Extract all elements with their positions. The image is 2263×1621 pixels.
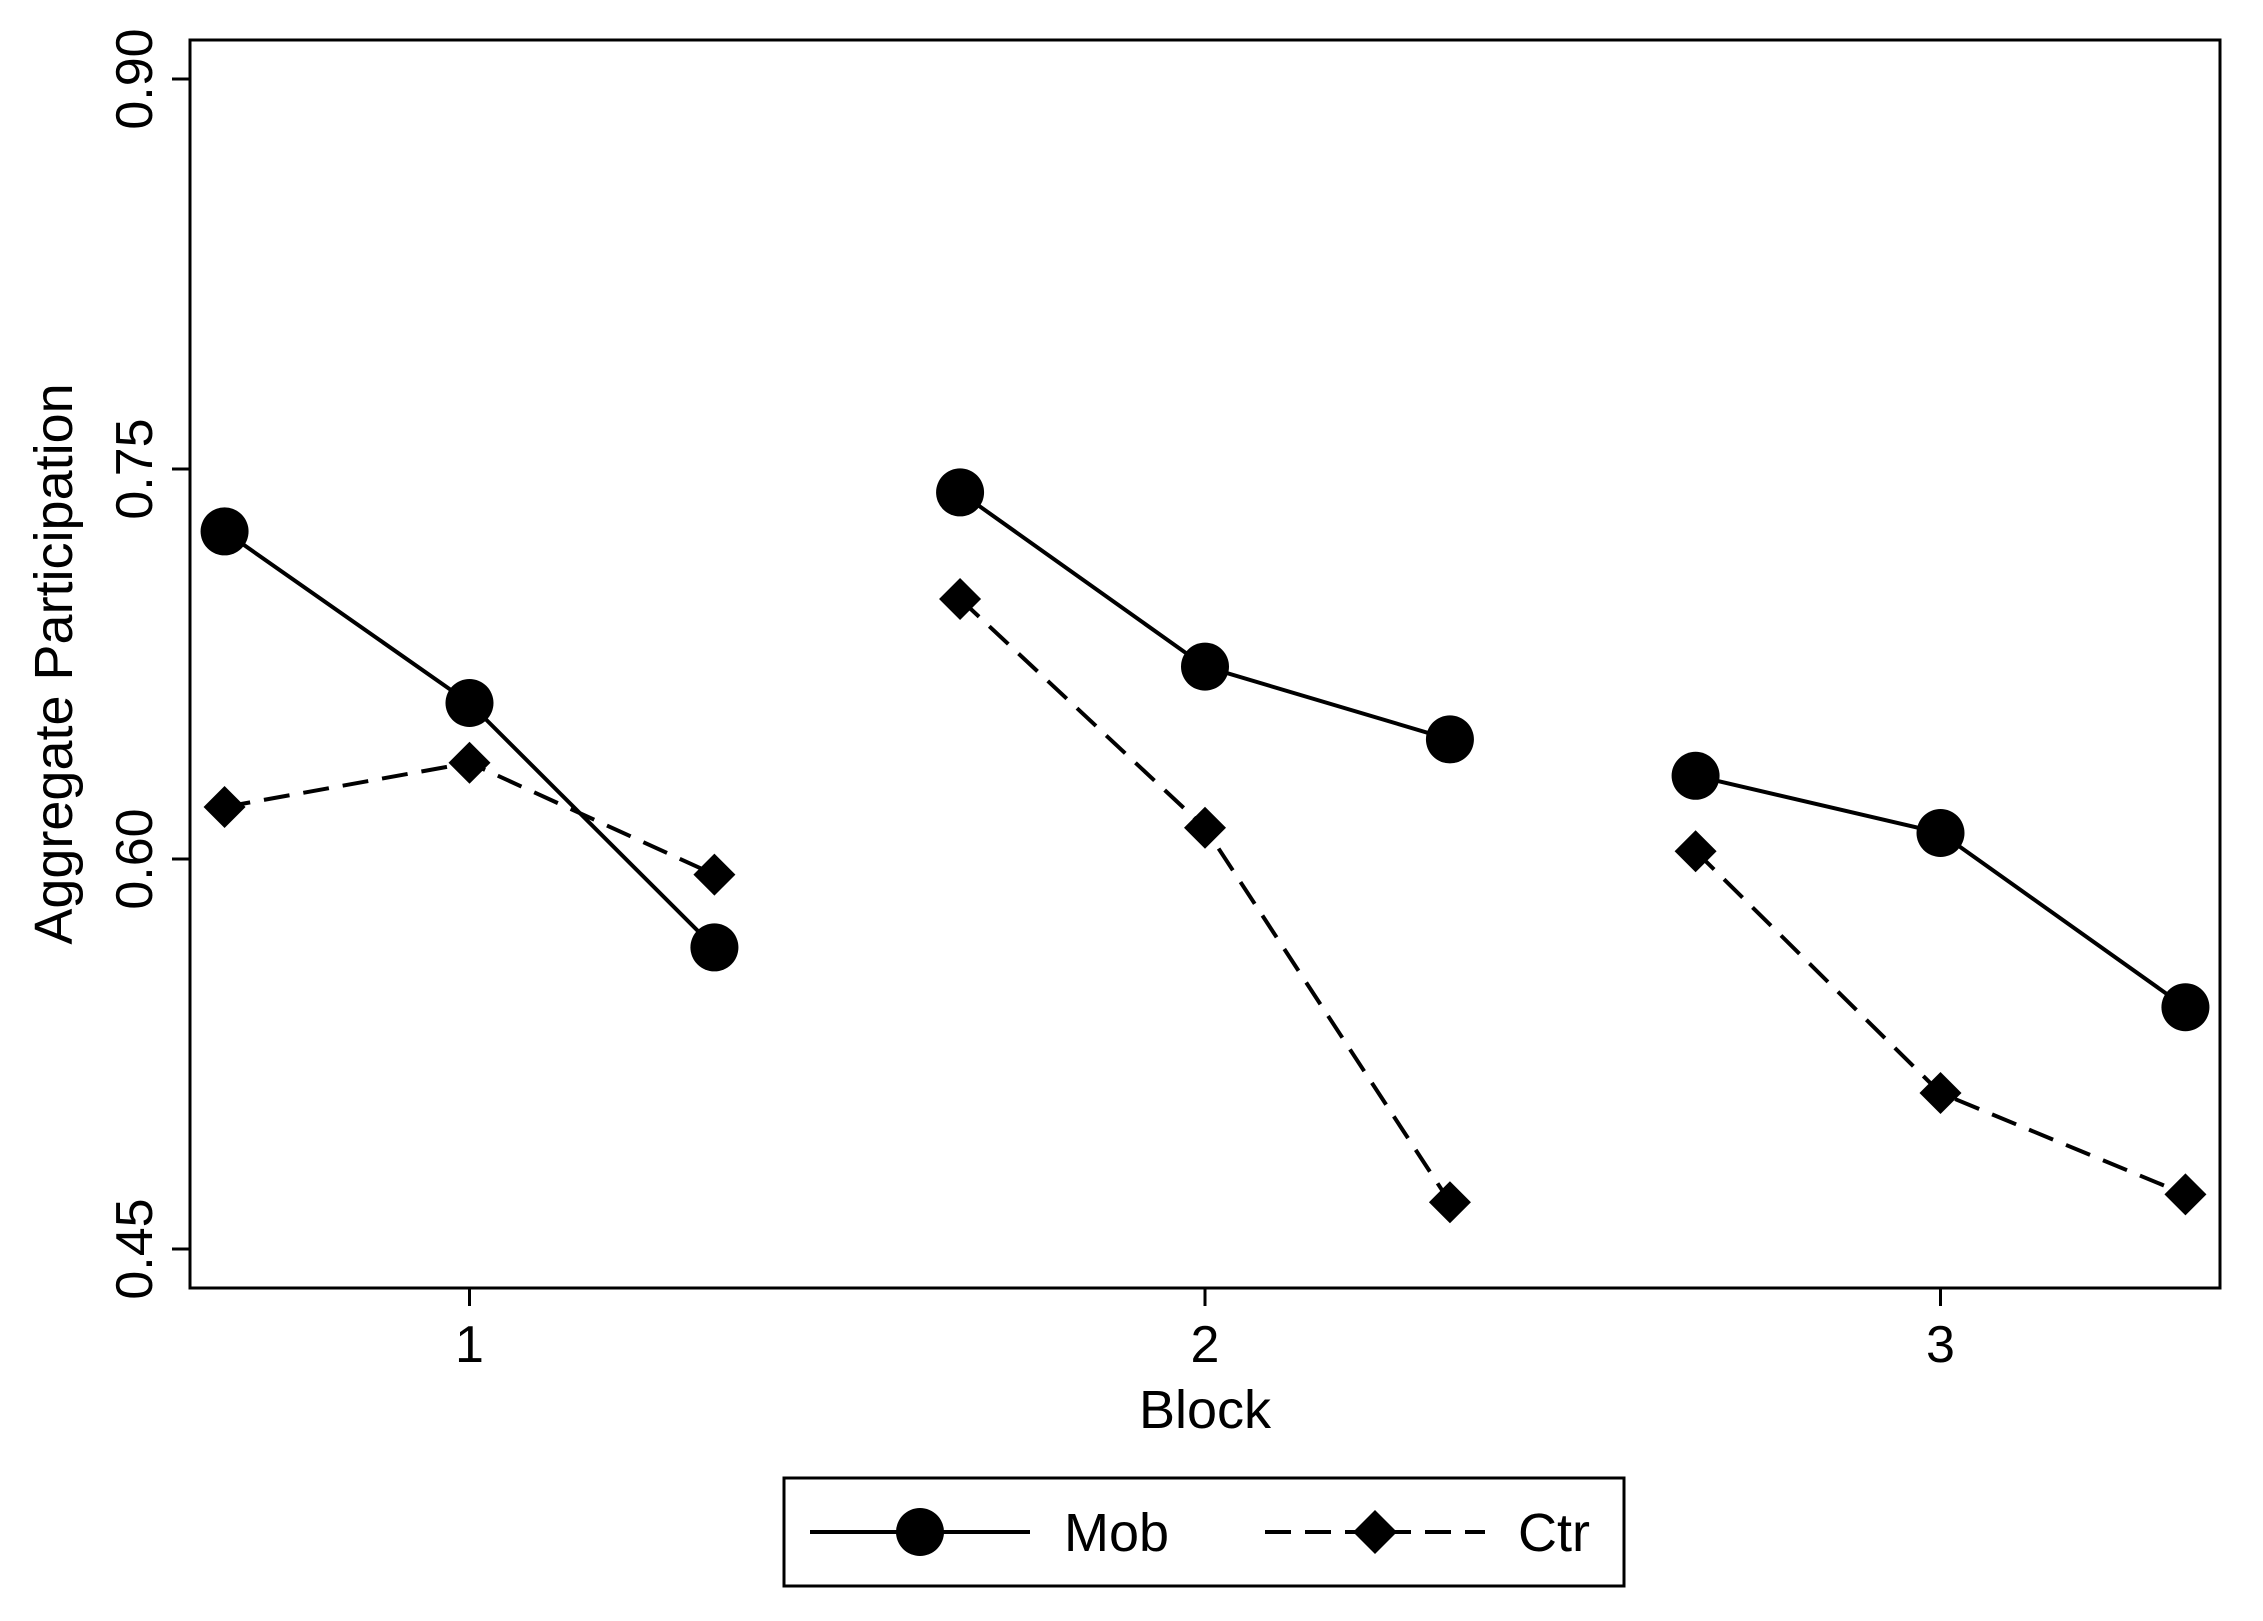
y-tick-label-3: 0.90 bbox=[106, 28, 164, 129]
series-layer bbox=[200, 468, 2210, 1224]
series-ctr bbox=[203, 578, 2207, 1224]
x-tick-label-2: 3 bbox=[1926, 1316, 1955, 1374]
y-axis: 0.45 0.60 0.75 0.90 bbox=[106, 28, 190, 1300]
y-tick-label-0: 0.45 bbox=[106, 1198, 164, 1299]
ctr-point-1-0 bbox=[939, 578, 982, 620]
x-axis: 1 2 3 bbox=[455, 1288, 1955, 1374]
y-tick-label-1: 0.60 bbox=[106, 808, 164, 909]
legend-ctr-label: Ctr bbox=[1518, 1503, 1590, 1563]
mob-point-2-2 bbox=[2161, 983, 2210, 1032]
ctr-point-0-0 bbox=[203, 786, 246, 828]
ctr-point-2-2 bbox=[2164, 1173, 2207, 1216]
mob-point-0-0 bbox=[200, 507, 249, 556]
y-axis-title: Aggregate Participation bbox=[24, 383, 84, 944]
series-mob bbox=[200, 468, 2210, 1032]
legend: Mob Ctr bbox=[782, 1476, 1626, 1588]
legend-mob-marker bbox=[896, 1508, 944, 1556]
x-tick-label-1: 2 bbox=[1191, 1316, 1220, 1374]
mob-point-0-1 bbox=[445, 679, 494, 727]
mob-point-0-2 bbox=[690, 923, 739, 972]
ctr-point-0-2 bbox=[693, 853, 736, 896]
mob-point-1-2 bbox=[1425, 715, 1474, 764]
legend-ctr-marker bbox=[1353, 1510, 1397, 1554]
mob-point-1-1 bbox=[1181, 642, 1229, 691]
x-tick-label-0: 1 bbox=[455, 1316, 484, 1374]
ctr-point-2-1 bbox=[1919, 1072, 1962, 1114]
legend-mob-label: Mob bbox=[1064, 1503, 1169, 1563]
mob-point-1-0 bbox=[936, 468, 985, 517]
ctr-point-2-0 bbox=[1674, 830, 1717, 873]
y-tick-label-2: 0.75 bbox=[106, 418, 164, 519]
x-axis-title: Block bbox=[1139, 1380, 1272, 1440]
mob-point-2-1 bbox=[1916, 809, 1965, 857]
mob-point-2-0 bbox=[1671, 751, 1720, 800]
ctr-point-1-2 bbox=[1428, 1181, 1471, 1224]
ctr-point-0-1 bbox=[448, 741, 491, 784]
ctr-point-1-1 bbox=[1184, 806, 1226, 849]
